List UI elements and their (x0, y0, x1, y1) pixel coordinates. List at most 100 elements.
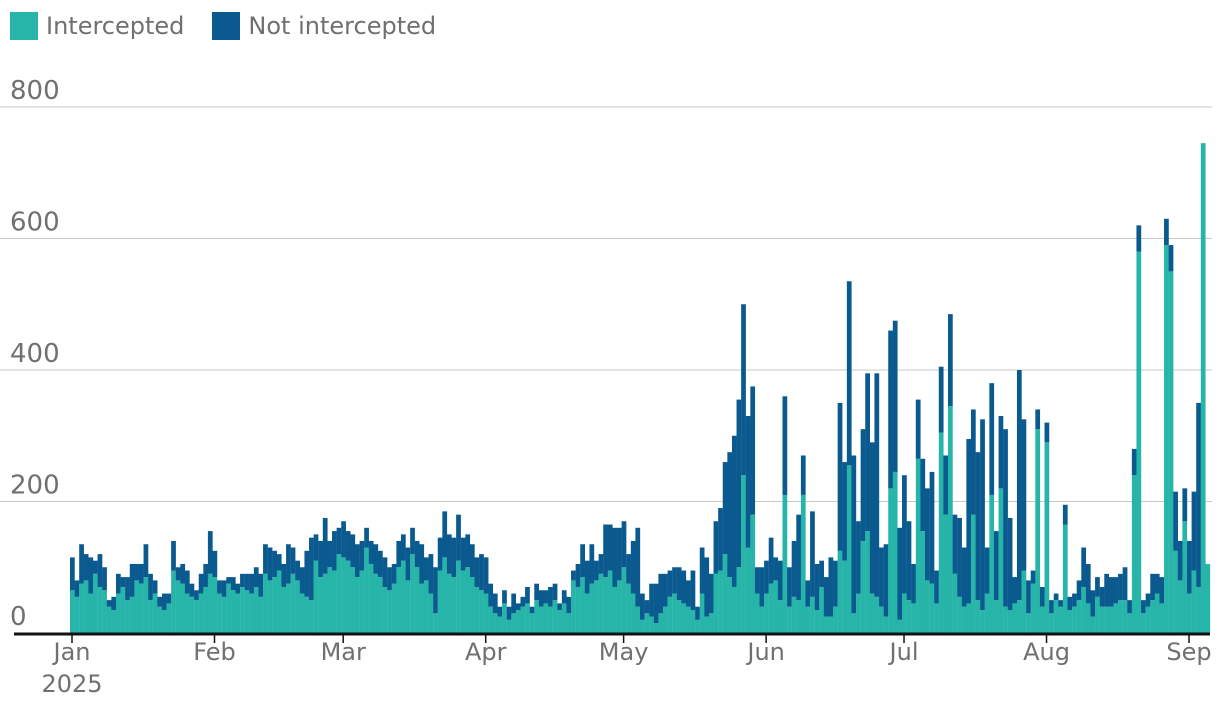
bar-intercepted (998, 488, 1004, 633)
legend-item-not-intercepted[interactable]: Not intercepted (212, 12, 436, 40)
bar-intercepted (373, 573, 379, 633)
bar-not-intercepted (240, 573, 245, 587)
bar-intercepted (299, 593, 305, 633)
bar-intercepted (1021, 570, 1027, 633)
bar-not-intercepted (152, 580, 158, 594)
bar-intercepted (617, 580, 622, 633)
bar-intercepted (414, 567, 420, 633)
bar-intercepted (989, 494, 995, 633)
bar-intercepted (823, 616, 829, 633)
bar-intercepted (318, 577, 323, 633)
bar-intercepted (1049, 613, 1054, 633)
bar-intercepted (1012, 603, 1018, 633)
bar-not-intercepted (819, 560, 825, 587)
bar-intercepted (745, 547, 751, 633)
x-tick-label: Sep (1166, 638, 1211, 666)
bar-intercepted (79, 583, 84, 633)
bar-not-intercepted (286, 544, 291, 584)
bar-intercepted (355, 577, 360, 633)
bar-not-intercepted (226, 577, 232, 584)
bar-intercepted (837, 550, 843, 633)
bar-not-intercepted (777, 560, 783, 601)
bar-intercepted (166, 603, 172, 633)
bar-not-intercepted (244, 573, 250, 591)
bar-intercepted (152, 593, 158, 633)
bar-not-intercepted (377, 550, 383, 578)
bar-not-intercepted (341, 521, 346, 558)
bar-not-intercepted (235, 583, 241, 594)
bar-intercepted (1168, 271, 1174, 634)
bar-intercepted (203, 586, 209, 633)
bar-intercepted (580, 577, 585, 633)
bar-intercepted (511, 613, 517, 633)
bar-intercepted (1177, 580, 1183, 633)
x-tick-label: Jul (888, 638, 919, 666)
bar-not-intercepted (791, 540, 797, 597)
bar-not-intercepted (304, 550, 310, 597)
bar-intercepted (442, 557, 448, 633)
bar-intercepted (304, 596, 310, 633)
bar-not-intercepted (253, 567, 259, 587)
bar-not-intercepted (520, 596, 526, 607)
bar-not-intercepted (433, 567, 438, 614)
bar-intercepted (1030, 583, 1036, 633)
bar-intercepted (543, 603, 549, 633)
bar-intercepted (1081, 586, 1087, 633)
bar-not-intercepted (676, 567, 682, 601)
bar-intercepted (1131, 475, 1137, 633)
bar-intercepted (1191, 570, 1197, 633)
bar-not-intercepted (295, 560, 300, 581)
bar-intercepted (212, 577, 218, 633)
bar-not-intercepted (515, 603, 521, 610)
bar-not-intercepted (327, 540, 333, 568)
bar-intercepted (662, 606, 668, 633)
bar-not-intercepted (584, 560, 590, 594)
bar-intercepted (594, 580, 599, 633)
bar-intercepted (1039, 606, 1045, 633)
bar-intercepted (961, 606, 967, 633)
bar-intercepted (1136, 251, 1142, 633)
legend-item-intercepted[interactable]: Intercepted (10, 12, 184, 40)
bar-intercepted (626, 583, 631, 633)
bar-intercepted (731, 586, 737, 633)
bar-intercepted (584, 593, 590, 633)
bar-not-intercepted (446, 534, 452, 574)
bar-intercepted (217, 593, 222, 633)
x-tick-label: May (599, 638, 649, 666)
bar-intercepted (1062, 524, 1068, 633)
bar-not-intercepted (538, 590, 544, 607)
bar-intercepted (410, 554, 415, 633)
bar-not-intercepted (410, 527, 415, 555)
bar-not-intercepted (529, 606, 535, 614)
bar-intercepted (92, 573, 98, 633)
bar-intercepted (446, 573, 452, 633)
bar-not-intercepted (800, 455, 806, 495)
bar-intercepted (557, 609, 563, 633)
bar-not-intercepted (1164, 218, 1169, 246)
bar-intercepted (764, 593, 769, 633)
bar-intercepted (796, 600, 802, 634)
bar-intercepted (534, 600, 540, 634)
bar-intercepted (727, 577, 733, 633)
bar-not-intercepted (768, 537, 774, 584)
chart-legend: Intercepted Not intercepted (10, 12, 464, 40)
legend-swatch-not-intercepted (212, 12, 241, 40)
bar-intercepted (506, 619, 512, 633)
bar-intercepted (984, 593, 990, 633)
bar-intercepted (1159, 603, 1165, 633)
bar-intercepted (768, 583, 774, 633)
bar-not-intercepted (129, 563, 135, 597)
bar-not-intercepted (580, 544, 585, 578)
bar-intercepted (396, 567, 402, 633)
bar-not-intercepted (483, 557, 489, 594)
bar-intercepted (791, 596, 797, 633)
bar-intercepted (566, 613, 572, 633)
bar-not-intercepted (571, 570, 576, 581)
bar-intercepted (125, 600, 130, 634)
bar-intercepted (345, 560, 351, 633)
bar-intercepted (915, 458, 921, 633)
bar-intercepted (653, 623, 659, 633)
bar-intercepted (120, 586, 126, 633)
bar-intercepted (221, 596, 227, 633)
bar-not-intercepted (998, 416, 1004, 489)
